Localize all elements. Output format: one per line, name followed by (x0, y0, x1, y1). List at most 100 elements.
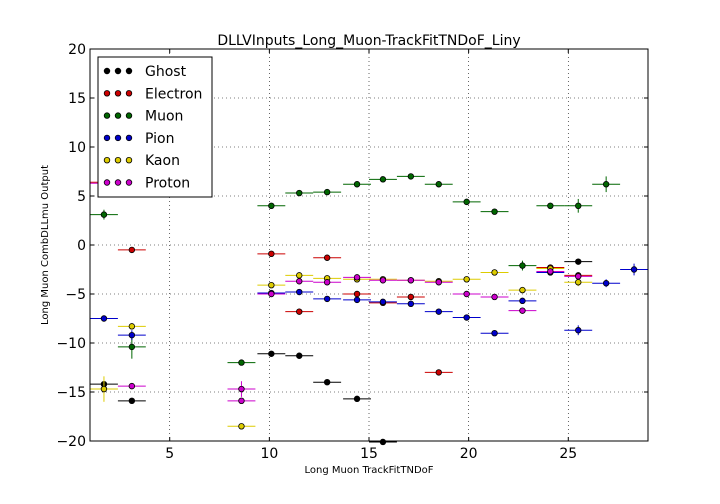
y-tick-label: −10 (56, 336, 86, 352)
data-point (519, 297, 526, 305)
x-tick-label: 5 (165, 446, 174, 462)
series-muon (90, 173, 621, 366)
data-point (353, 395, 361, 403)
data-point (100, 211, 108, 218)
y-tick-label: 5 (77, 189, 86, 205)
data-point (547, 202, 554, 209)
data-point (296, 189, 303, 197)
chart-title: DLLVInputs_Long_Muon-TrackFitTNDoF_Liny (217, 33, 520, 49)
data-point (238, 359, 245, 366)
y-tick-label: 10 (68, 140, 86, 156)
legend-box (97, 56, 213, 198)
x-tick-label: 10 (260, 446, 278, 462)
data-point (128, 323, 136, 330)
data-point (128, 397, 136, 405)
x-tick-label: 20 (460, 446, 478, 462)
data-series (90, 173, 648, 446)
data-point (547, 268, 554, 275)
x-tick-label: 25 (559, 446, 577, 462)
data-point (238, 423, 245, 430)
legend-marker (103, 112, 111, 119)
data-point (602, 181, 610, 188)
data-point (491, 293, 498, 301)
legend-marker (114, 112, 122, 119)
data-point (238, 385, 245, 393)
data-point (296, 272, 303, 279)
data-point (353, 296, 361, 304)
data-point (435, 308, 442, 315)
legend-marker (114, 179, 122, 186)
data-point (379, 277, 387, 284)
x-axis-label: Long Muon TrackFitTNDoF (304, 465, 433, 476)
data-point (268, 202, 275, 209)
data-point (379, 176, 387, 183)
legend-marker (114, 90, 122, 97)
data-point (463, 276, 470, 283)
legend-label: Proton (145, 176, 190, 192)
y-tick-label: −5 (65, 287, 86, 303)
data-point (407, 300, 415, 307)
data-point (463, 290, 470, 298)
y-tick-label: 15 (68, 91, 86, 107)
data-point (296, 352, 303, 359)
data-point (323, 254, 331, 261)
data-point (575, 279, 582, 286)
data-point (128, 331, 136, 339)
data-point (519, 286, 526, 294)
data-point (323, 188, 331, 196)
legend-marker (125, 179, 133, 186)
data-point (630, 266, 638, 273)
data-point (519, 307, 526, 314)
data-point (100, 385, 108, 393)
y-axis-label: Long Muon CombDLLmu Output (40, 165, 51, 325)
data-point (602, 280, 610, 287)
data-point (519, 262, 526, 269)
data-point (575, 273, 582, 280)
data-point (323, 379, 331, 386)
data-point (128, 343, 136, 351)
data-point (100, 315, 108, 322)
data-point (575, 258, 582, 265)
data-point (379, 438, 387, 446)
legend-label: Muon (145, 109, 183, 125)
data-point (491, 269, 498, 276)
data-point (407, 277, 415, 284)
data-point (435, 369, 442, 376)
data-point (268, 350, 275, 357)
data-point (379, 298, 387, 306)
legend-marker (114, 67, 122, 75)
legend-marker (125, 112, 133, 119)
legend-marker (114, 156, 122, 164)
data-point (463, 198, 470, 206)
y-tick-label: 0 (77, 238, 86, 254)
legend-marker (103, 90, 111, 97)
legend-marker (125, 90, 133, 97)
legend-marker (103, 134, 111, 142)
data-point (238, 397, 245, 405)
legend-label: Pion (145, 131, 174, 147)
legend-label: Ghost (145, 64, 187, 80)
data-point (463, 314, 470, 321)
data-point (353, 290, 361, 298)
data-point (128, 382, 136, 390)
data-point (407, 173, 415, 180)
data-point (323, 279, 331, 286)
data-point (575, 202, 582, 209)
data-point (296, 278, 303, 285)
data-point (296, 288, 303, 296)
data-point (407, 293, 415, 301)
y-tick-label: 20 (68, 42, 86, 58)
legend-label: Electron (145, 86, 202, 102)
data-point (128, 246, 136, 254)
data-point (353, 274, 361, 281)
data-point (296, 308, 303, 315)
legend-marker (103, 156, 111, 164)
data-point (491, 330, 498, 337)
legend-marker (114, 134, 122, 142)
data-point (268, 281, 275, 289)
data-point (268, 250, 275, 258)
legend-marker (125, 67, 133, 75)
legend-marker (103, 179, 111, 186)
legend-marker (125, 156, 133, 164)
